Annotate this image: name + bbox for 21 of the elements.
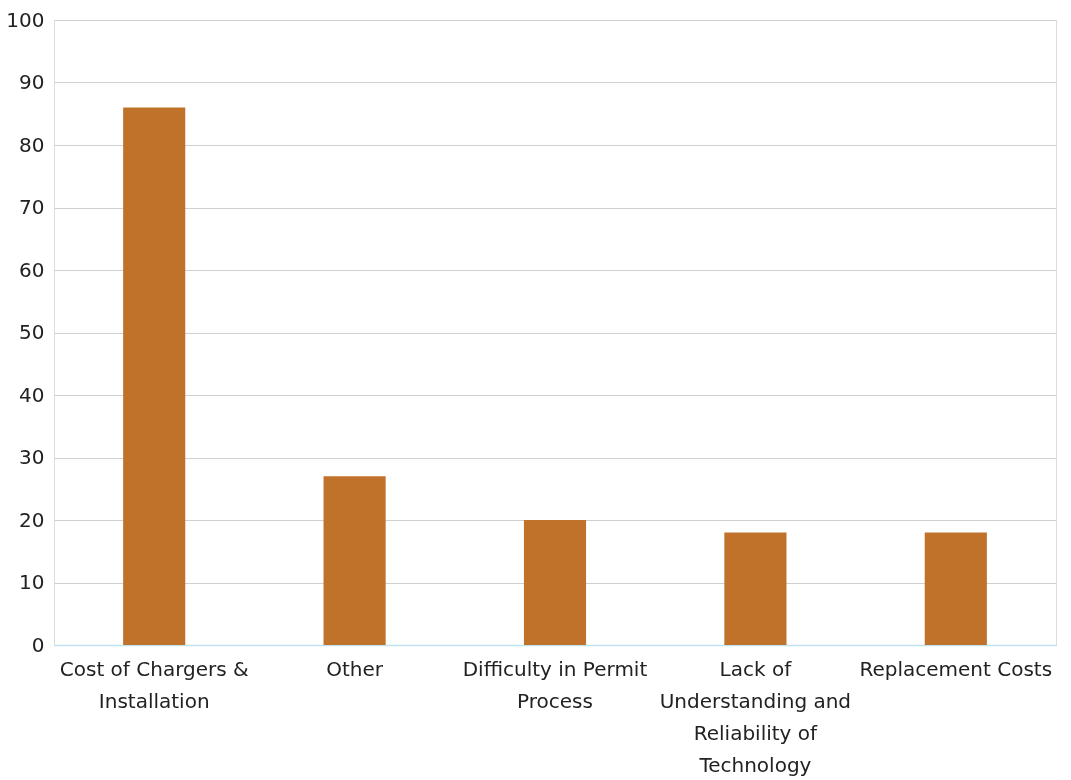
y-tick-label: 90 [19, 70, 45, 94]
x-tick-label: Other [326, 656, 384, 681]
y-tick-label: 50 [19, 320, 45, 344]
y-tick-label: 20 [19, 507, 45, 532]
bar [924, 532, 987, 645]
bar [123, 107, 186, 645]
y-tick-label: 40 [19, 382, 45, 407]
x-tick-label: Lack of Understanding and Reliability of Technology [659, 656, 852, 777]
y-tick-label: 10 [19, 570, 45, 594]
y-tick-label: 0 [31, 632, 45, 657]
bar [724, 532, 787, 645]
x-tick-label: Cost of Chargers & Installation [59, 656, 249, 713]
x-tick-label: Replacement Costs [859, 656, 1053, 681]
bar [323, 476, 386, 645]
y-tick-label: 80 [19, 132, 45, 157]
y-tick-label: 100 [6, 7, 45, 32]
y-tick-label: 70 [19, 195, 45, 219]
bar [523, 520, 587, 645]
x-tick-label: Difficulty in Permit Process [462, 656, 648, 713]
y-tick-label: 60 [19, 257, 45, 282]
y-tick-label: 30 [19, 445, 45, 469]
